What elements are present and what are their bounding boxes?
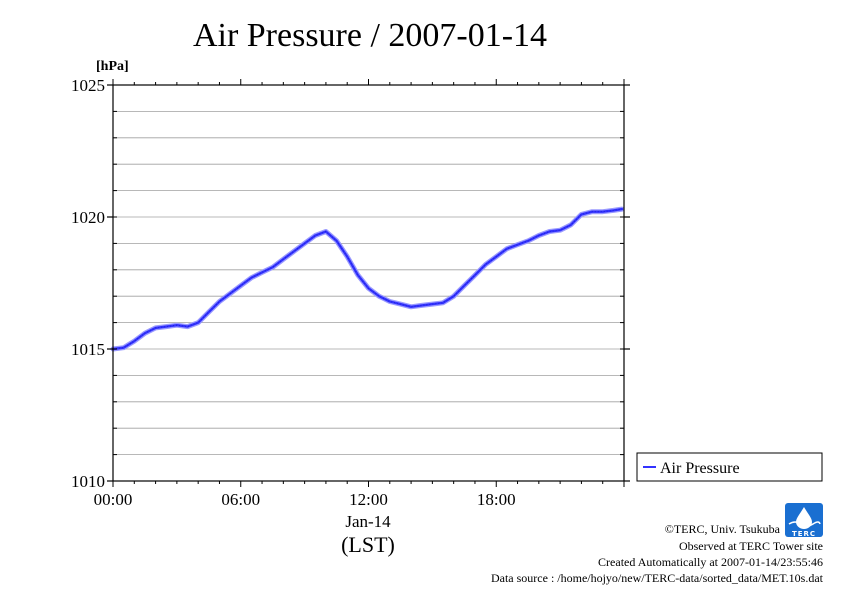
series-sample-dots [112, 208, 622, 350]
legend-box [636, 452, 823, 482]
y-axis-unit-label: [hPa] [96, 59, 129, 74]
x-tick-label: 12:00 [349, 490, 388, 509]
credit-observed-site: Observed at TERC Tower site [679, 539, 823, 553]
series-line-halo [110, 206, 625, 352]
credit-created-time: Created Automatically at 2007-01-14/23:5… [598, 555, 823, 569]
chart-title: Air Pressure / 2007-01-14 [193, 17, 547, 54]
wave-icon [788, 521, 821, 527]
plot-frame [112, 84, 625, 482]
x-tick-label: 06:00 [221, 490, 260, 509]
y-tick-label: 1025 [71, 76, 105, 95]
x-tick-label: 00:00 [94, 490, 133, 509]
series-layer [110, 206, 625, 352]
x-tick-label: 18:00 [477, 490, 516, 509]
legend-entry-air-pressure: Air Pressure [660, 460, 740, 477]
x-axis-title: (LST) [341, 532, 395, 557]
axis-tick-labels: 1010 1015 1020 1025 00:00 06:00 12:00 18:00 [71, 76, 516, 509]
grid-lines [113, 111, 624, 456]
credit-copyright: ©TERC, Univ. Tsukuba [665, 522, 781, 536]
terc-logo: TERC [785, 503, 823, 538]
x-axis-date-label: Jan-14 [345, 512, 391, 531]
y-tick-label: 1010 [71, 472, 105, 491]
y-tick-label: 1020 [71, 208, 105, 227]
credit-data-source: Data source : /home/hojyo/new/TERC-data/… [491, 571, 824, 585]
logo-text: TERC [792, 530, 816, 538]
y-tick-label: 1015 [71, 340, 105, 359]
axis-ticks [107, 79, 630, 487]
legend: Air Pressure [636, 452, 823, 482]
